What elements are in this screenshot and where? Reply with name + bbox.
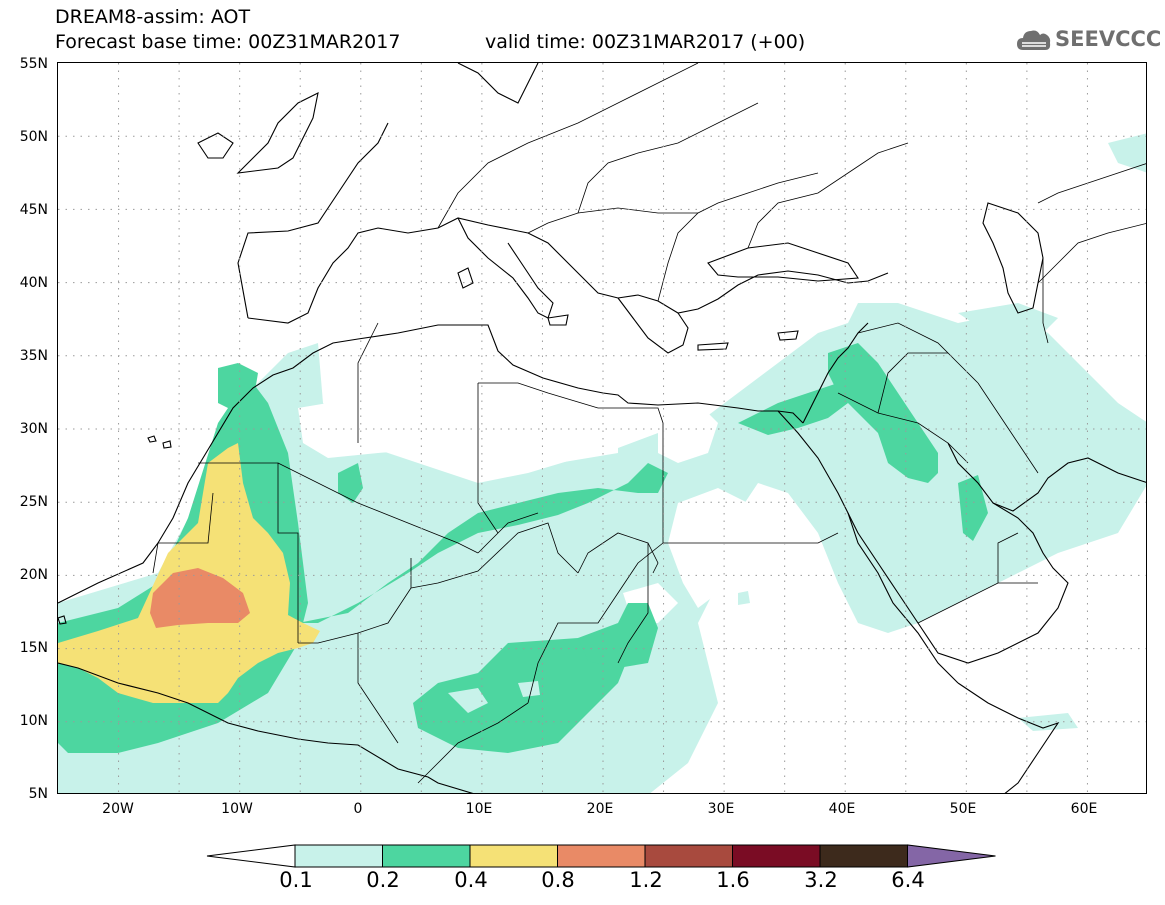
logo-text: SEEVCCC bbox=[1055, 27, 1162, 51]
colorbar bbox=[206, 844, 996, 868]
graticule bbox=[58, 63, 1146, 793]
map-panel bbox=[57, 62, 1147, 794]
lat-label: 55N bbox=[19, 56, 48, 72]
colorbar-segment bbox=[819, 844, 908, 868]
colorbar-label: 1.2 bbox=[629, 868, 663, 892]
lat-label: 5N bbox=[28, 786, 48, 802]
aot-clear-spots bbox=[448, 681, 540, 713]
colorbar-lower-extension bbox=[206, 844, 296, 868]
coastlines bbox=[58, 63, 1146, 793]
colorbar-upper-extension bbox=[907, 844, 996, 868]
lon-label: 40E bbox=[828, 801, 856, 817]
lon-label: 50E bbox=[949, 801, 977, 817]
lat-label: 35N bbox=[19, 348, 48, 364]
seevccc-logo: SEEVCCC bbox=[1016, 22, 1161, 56]
colorbar-segment bbox=[294, 844, 383, 868]
chart-title: DREAM8-assim: AOT bbox=[55, 6, 251, 28]
colorbar-label: 3.2 bbox=[804, 868, 838, 892]
lat-label: 50N bbox=[19, 129, 48, 145]
lat-label: 25N bbox=[19, 494, 48, 510]
aot-map bbox=[58, 63, 1146, 793]
cloud-icon bbox=[1017, 30, 1051, 50]
forecast-base-time: Forecast base time: 00Z31MAR2017 bbox=[55, 31, 401, 53]
lat-label: 15N bbox=[19, 640, 48, 656]
lat-label: 10N bbox=[19, 713, 48, 729]
colorbar-segment bbox=[469, 844, 558, 868]
lat-label: 45N bbox=[19, 202, 48, 218]
lat-label: 20N bbox=[19, 567, 48, 583]
colorbar-segment bbox=[557, 844, 646, 868]
colorbar-label: 0.4 bbox=[454, 868, 488, 892]
lon-label: 20W bbox=[102, 801, 134, 817]
lon-label: 60E bbox=[1070, 801, 1098, 817]
lon-label: 30E bbox=[707, 801, 735, 817]
colorbar-segment bbox=[732, 844, 821, 868]
lon-label: 10W bbox=[221, 801, 253, 817]
colorbar-label: 1.6 bbox=[716, 868, 750, 892]
lon-label: 20E bbox=[586, 801, 614, 817]
colorbar-segment bbox=[644, 844, 733, 868]
lat-label: 30N bbox=[19, 421, 48, 437]
lon-label: 0 bbox=[353, 801, 363, 817]
lat-label: 40N bbox=[19, 275, 48, 291]
valid-time: valid time: 00Z31MAR2017 (+00) bbox=[485, 31, 806, 53]
country-borders bbox=[152, 63, 1146, 784]
colorbar-segment bbox=[382, 844, 471, 868]
colorbar-label: 0.8 bbox=[541, 868, 575, 892]
aot-contour-0.8 bbox=[150, 568, 250, 628]
colorbar-label: 6.4 bbox=[891, 868, 925, 892]
lon-label: 10E bbox=[465, 801, 493, 817]
colorbar-label: 0.2 bbox=[366, 868, 400, 892]
colorbar-label: 0.1 bbox=[279, 868, 313, 892]
